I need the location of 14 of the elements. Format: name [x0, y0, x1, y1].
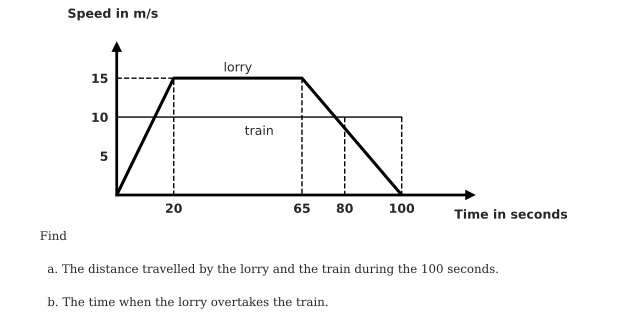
x-tick-label: 20: [166, 204, 182, 213]
text: a. The distance travelled by the lorry and the train during the 100 seconds.: [48, 264, 498, 276]
series-label: lorry: [224, 62, 252, 74]
x-tick-label: 65: [294, 204, 310, 213]
y-tick-label: 10: [92, 112, 108, 122]
y-tick-label: 5: [100, 152, 108, 161]
x-tick-label: 100: [390, 204, 414, 213]
series-label: train: [245, 125, 273, 136]
text: Find: [40, 230, 67, 240]
y-axis-title: Speed in m/s: [68, 8, 158, 20]
text: b. The time when the lorry overtakes the train.: [48, 297, 328, 309]
y-tick-label: 15: [92, 74, 108, 84]
x-tick-label: 80: [336, 204, 353, 213]
x-axis-title: Time in seconds: [454, 209, 568, 219]
